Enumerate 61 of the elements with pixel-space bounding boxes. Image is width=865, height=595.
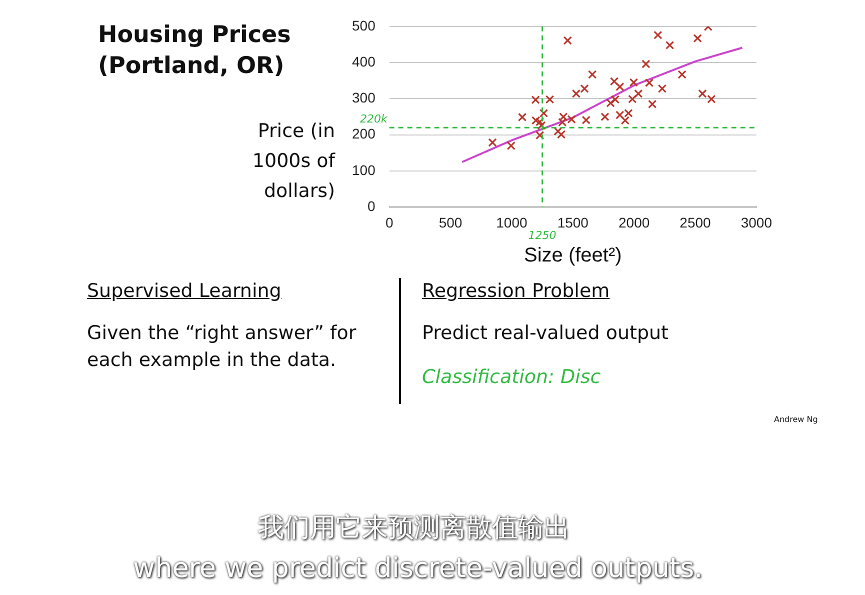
x-tick-label: 1000 <box>496 214 528 230</box>
point <box>488 138 497 147</box>
point <box>536 118 544 126</box>
y-tick-label: 200 <box>352 126 376 142</box>
text: Andrew Ng <box>774 414 818 426</box>
point <box>580 84 589 93</box>
point <box>588 70 597 79</box>
point <box>600 112 610 122</box>
point <box>629 78 638 87</box>
y-tick-label: 400 <box>352 53 376 70</box>
point <box>616 110 624 120</box>
point <box>567 114 576 124</box>
point <box>654 30 662 40</box>
ref-line-label: 1250 <box>528 229 556 242</box>
point <box>658 84 667 93</box>
point <box>610 77 619 86</box>
point <box>506 141 516 150</box>
x-tick-label: 2000 <box>618 214 650 230</box>
y-tick-label: 100 <box>352 162 376 178</box>
y-tick-label: 0 <box>368 198 376 214</box>
x-axis-title: Size (feet²) <box>524 244 622 267</box>
text: Predict real-valued output <box>422 321 668 346</box>
text: 我们用它来预测离散值输出 <box>258 512 570 545</box>
point <box>518 112 527 122</box>
y-tick-label: 500 <box>352 17 376 34</box>
point <box>531 95 540 104</box>
text: Classification: Disc <box>422 365 601 390</box>
x-tick-label: 1500 <box>557 214 589 230</box>
point <box>531 116 540 125</box>
text: Housing Prices (Portland, OR) <box>98 21 292 81</box>
point <box>563 36 572 45</box>
point <box>539 108 548 118</box>
point <box>642 60 650 68</box>
point <box>572 89 581 98</box>
text: Given the “right answer” for each example in the data. <box>87 321 358 373</box>
x-tick-label: 0 <box>385 214 394 230</box>
point <box>610 95 620 104</box>
x-tick-label: 3000 <box>740 214 772 230</box>
point <box>606 98 615 108</box>
point <box>556 130 566 139</box>
x-tick-label: 2500 <box>680 214 712 230</box>
text: Supervised Learning <box>87 279 282 304</box>
y-axis-title: Price (in 1000s of dollars) <box>251 119 335 204</box>
point <box>616 82 624 92</box>
point <box>693 34 702 43</box>
point <box>545 95 554 104</box>
text: where we predict discrete-valued outputs. <box>133 552 703 586</box>
point <box>554 126 562 136</box>
point <box>648 100 657 108</box>
ref-line-label: 220k <box>360 112 388 126</box>
point <box>644 78 654 88</box>
point <box>698 89 707 98</box>
point <box>582 116 590 124</box>
point <box>707 94 716 104</box>
point <box>634 89 643 98</box>
text: Regression Problem <box>422 279 610 304</box>
x-tick-label: 500 <box>438 214 462 230</box>
point <box>628 94 637 104</box>
point <box>678 70 686 79</box>
point <box>665 40 674 50</box>
y-tick-label: 300 <box>352 90 376 106</box>
